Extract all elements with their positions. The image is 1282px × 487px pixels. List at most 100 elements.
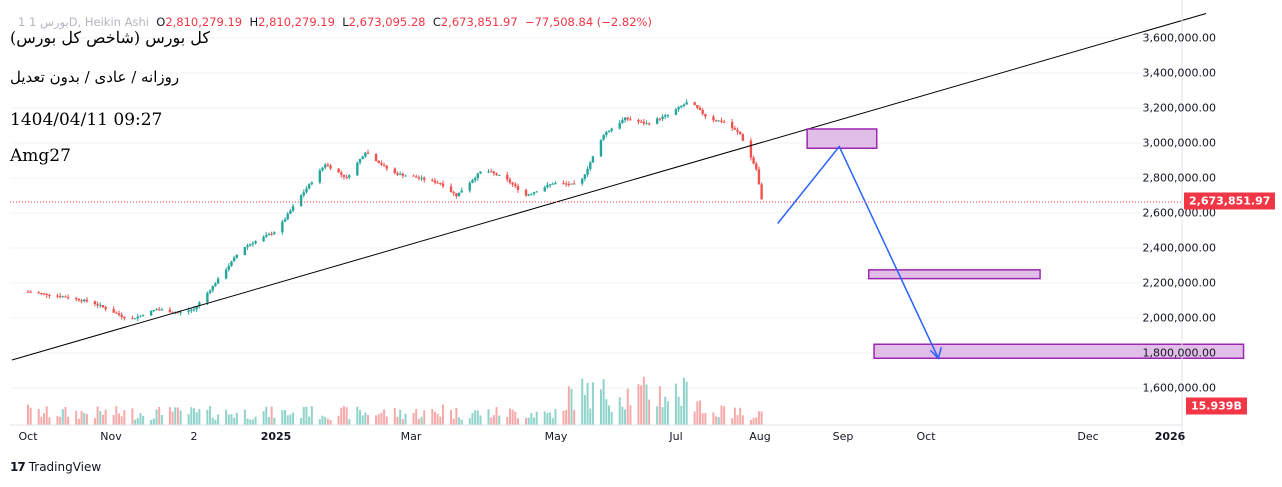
volume-bar <box>474 410 477 425</box>
price-tick-label: 3,200,000.00 <box>1142 101 1216 115</box>
candle-body <box>516 186 520 190</box>
volume-bar <box>433 411 436 425</box>
candle-body <box>318 170 322 183</box>
volume-bar <box>658 386 661 425</box>
candle-body <box>543 187 546 192</box>
volume-bar <box>308 416 311 425</box>
candle-body <box>567 183 571 185</box>
volume-bar <box>514 411 517 425</box>
candle-body <box>680 105 683 108</box>
volume-bar <box>134 419 137 425</box>
volume-bar <box>142 415 145 425</box>
volume-bar <box>626 388 629 425</box>
candle-body <box>423 177 426 180</box>
volume-bar <box>158 406 161 425</box>
candle-body <box>554 183 557 185</box>
candle-body <box>131 318 134 320</box>
volume-bar <box>460 419 463 425</box>
candle-body <box>323 164 327 168</box>
volume-bar <box>562 410 565 425</box>
candle-body <box>511 182 514 185</box>
candle-body <box>473 178 477 181</box>
volume-bar <box>356 406 359 425</box>
candle-body <box>605 132 608 136</box>
candle-body <box>160 309 164 311</box>
candle-body <box>329 165 332 169</box>
price-tick-label: 2,200,000.00 <box>1142 276 1216 290</box>
candle-body <box>720 120 723 122</box>
candle-body <box>385 165 388 169</box>
volume-bar <box>265 406 268 425</box>
volume-bar <box>715 416 718 425</box>
volume-bar <box>581 378 584 425</box>
tradingview-logo[interactable]: 17 TradingView <box>10 460 101 474</box>
volume-bar <box>104 409 107 425</box>
candle-body <box>717 120 720 122</box>
volume-bar <box>583 395 586 425</box>
volume-bar <box>249 419 252 425</box>
volume-bar <box>554 408 557 425</box>
high-label: H <box>249 15 259 29</box>
volume-bar <box>305 406 308 425</box>
candle-body <box>492 171 496 174</box>
time-tick-label: 2026 <box>1154 430 1186 443</box>
candle-body <box>251 243 255 245</box>
volume-bar <box>471 413 474 425</box>
volume-bar <box>527 417 530 425</box>
candle-body <box>760 184 763 200</box>
volume-bar <box>450 409 453 425</box>
candle-body <box>58 296 62 298</box>
volume-bar <box>455 407 458 425</box>
candle-body <box>712 116 715 121</box>
volume-bar <box>48 417 51 425</box>
volume-bar <box>348 419 351 425</box>
candle-body <box>398 173 402 175</box>
price-tick-label: 2,400,000.00 <box>1142 241 1216 255</box>
price-tick-label: 1,600,000.00 <box>1142 381 1216 395</box>
candle-body <box>701 110 704 114</box>
volume-bar <box>487 409 490 425</box>
volume-bar <box>233 417 236 425</box>
volume-bar <box>120 416 123 425</box>
volume-bar <box>640 385 643 425</box>
volume-bar <box>511 409 514 425</box>
volume-bar <box>546 412 549 425</box>
time-tick-label: Oct <box>916 430 936 443</box>
candle-body <box>658 118 662 120</box>
tradingview-logo-icon: 17 <box>10 460 26 474</box>
volume-bar <box>211 417 214 425</box>
volume-bar <box>618 397 621 425</box>
volume-bar <box>543 411 546 425</box>
volume-bar <box>85 413 88 425</box>
price-tick-label: 3,000,000.00 <box>1142 136 1216 150</box>
volume-bar <box>704 413 707 425</box>
volume-bar <box>80 410 83 425</box>
candle-body <box>112 309 115 313</box>
volume-bar <box>415 408 418 425</box>
candle-body <box>741 134 745 141</box>
volume-bar <box>533 417 536 425</box>
volume-bar <box>599 389 602 425</box>
candle-body <box>249 244 252 246</box>
candle-body <box>342 174 346 177</box>
volume-bar <box>610 411 613 425</box>
candle-body <box>583 174 587 179</box>
candle-body <box>655 118 659 124</box>
candle-body <box>211 285 214 291</box>
candle-body <box>551 183 554 185</box>
price-tick-label: 3,600,000.00 <box>1142 31 1216 45</box>
volume-bar <box>736 415 739 425</box>
volume-bar <box>586 382 589 425</box>
candle-body <box>382 164 386 166</box>
volume-bar <box>723 406 726 425</box>
last-price-badge: 2,673,851.97 <box>1184 192 1276 210</box>
candle-body <box>345 176 348 178</box>
projection-path <box>777 145 940 359</box>
price-tick-label: 1,800,000.00 <box>1142 346 1216 360</box>
volume-bar <box>281 410 284 425</box>
volume-bar <box>642 376 645 425</box>
volume-bar <box>345 407 348 425</box>
candle-body <box>206 292 209 303</box>
candle-body <box>562 183 565 185</box>
